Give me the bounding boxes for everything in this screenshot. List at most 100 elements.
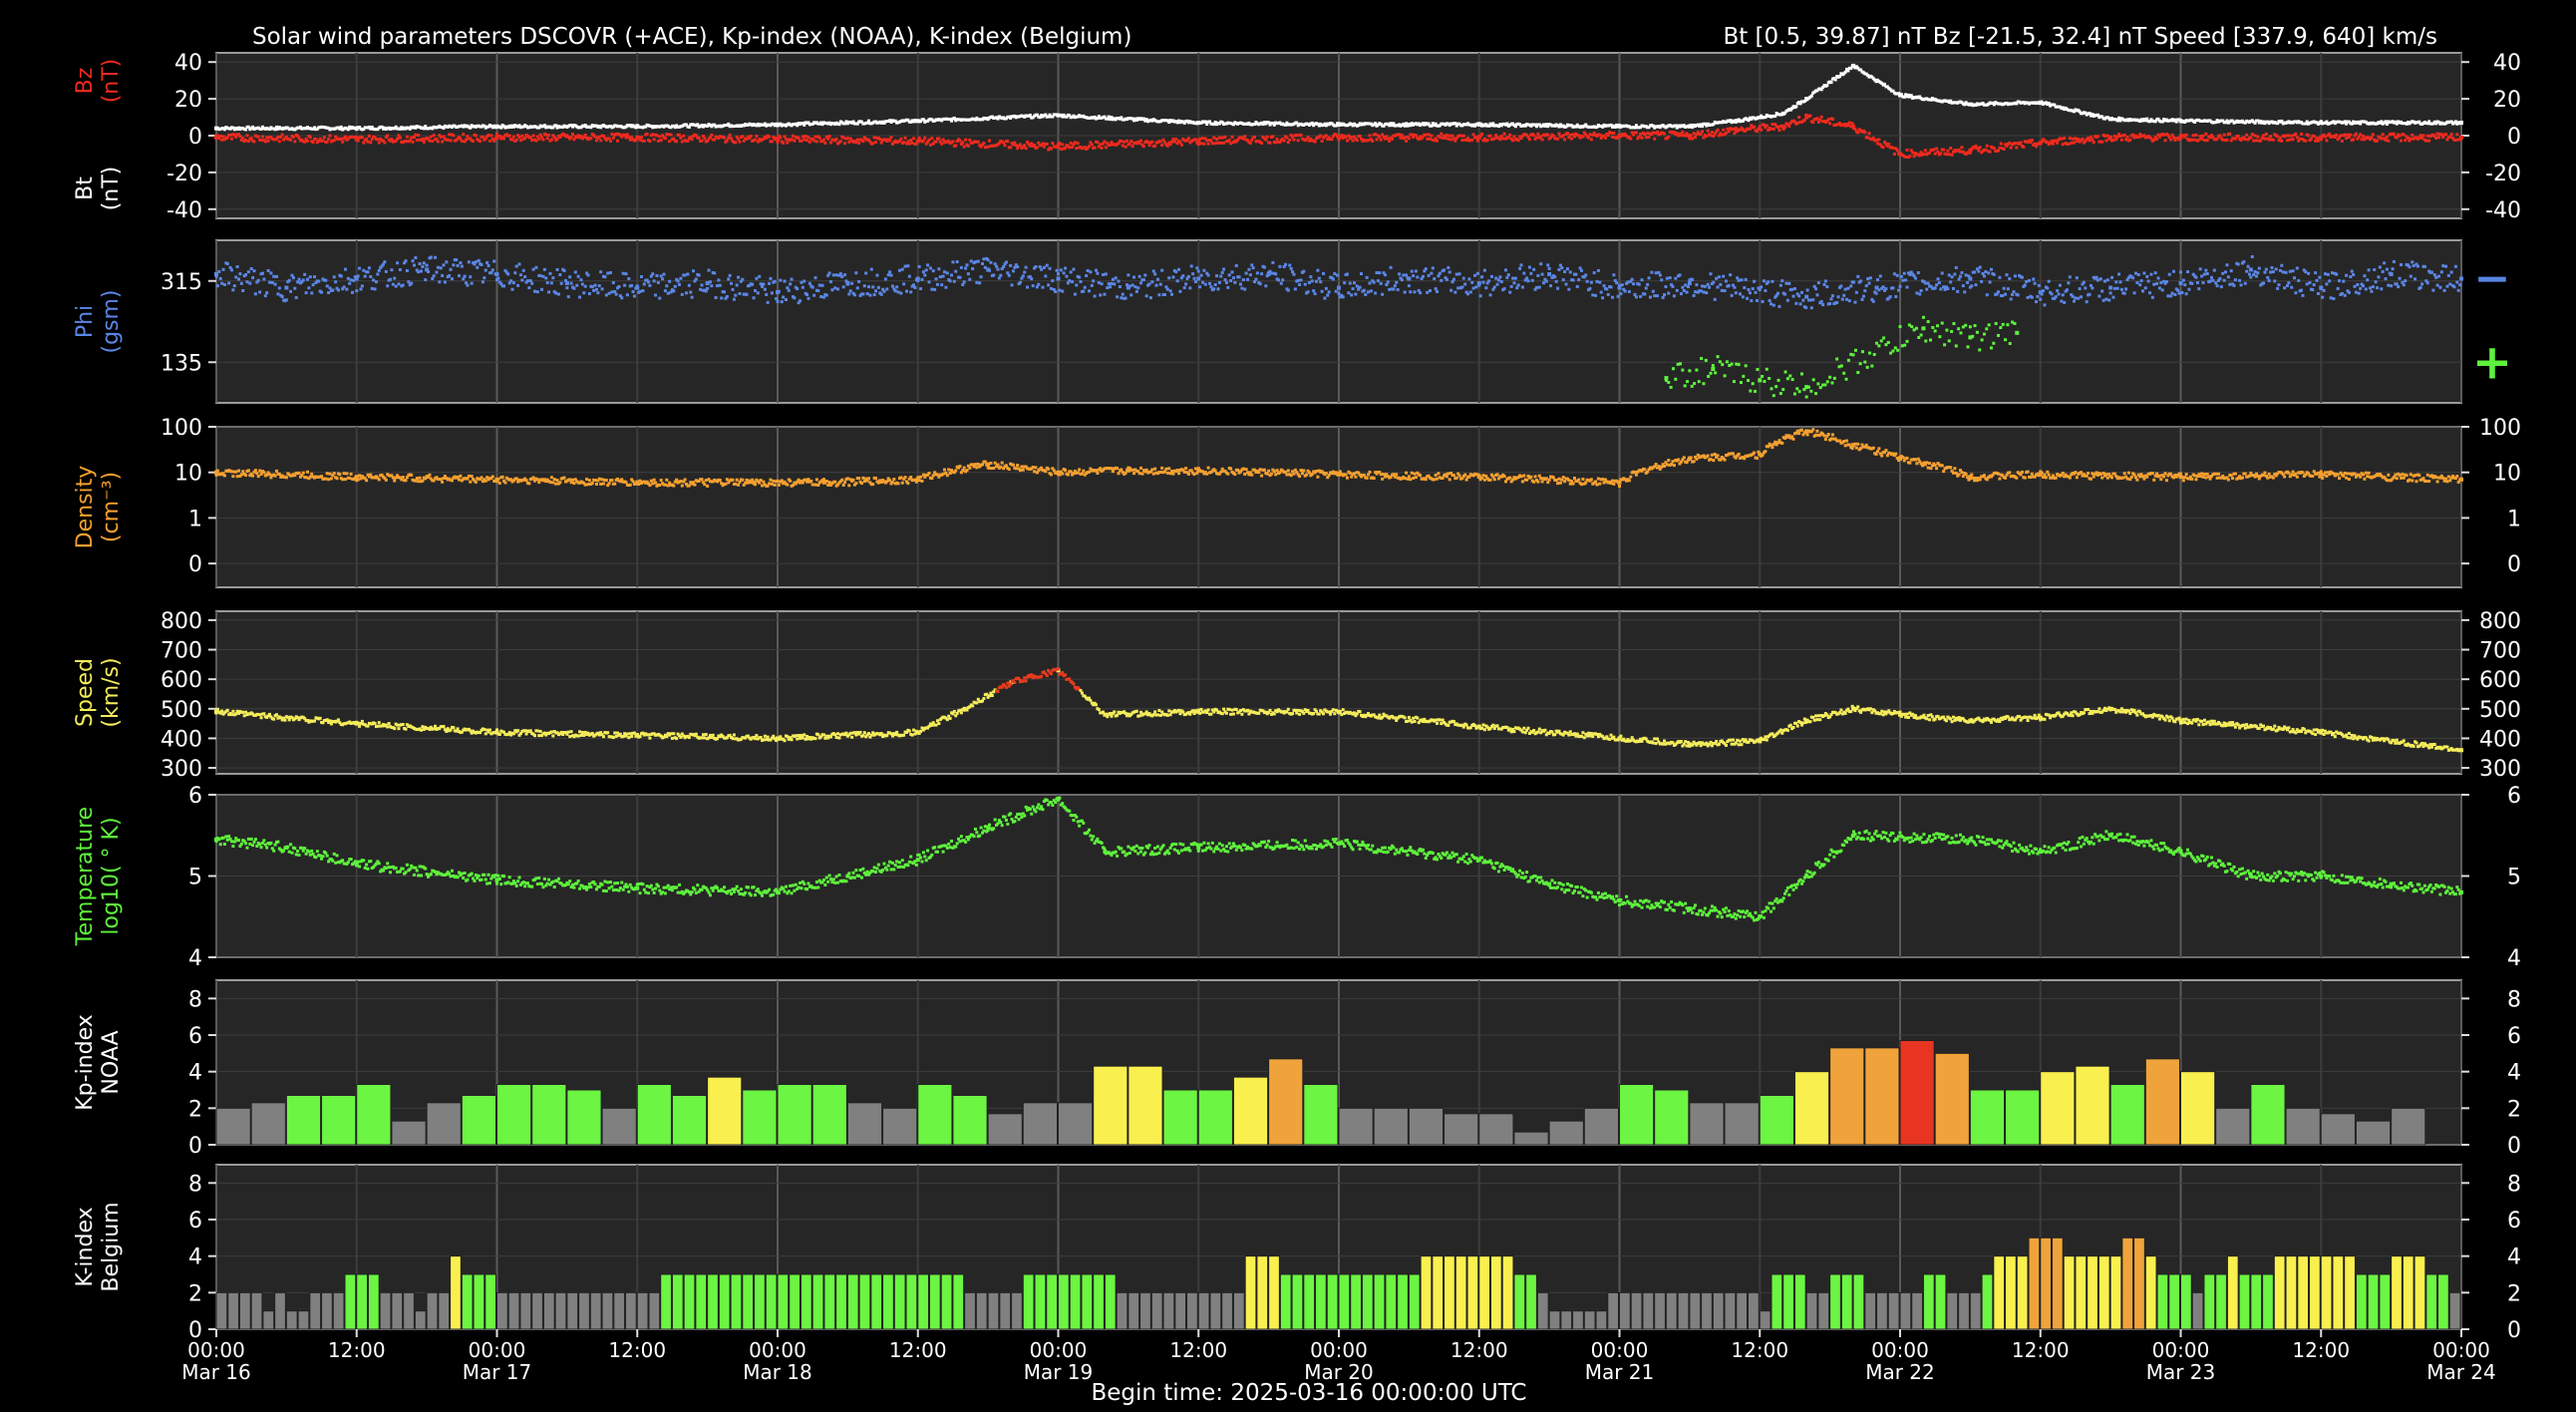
data-dot bbox=[1446, 134, 1449, 137]
data-dot bbox=[1315, 280, 1318, 283]
data-dot bbox=[1288, 264, 1291, 267]
data-dot bbox=[821, 284, 824, 287]
data-dot bbox=[2255, 274, 2258, 277]
data-dot bbox=[888, 270, 891, 273]
data-dot bbox=[2056, 142, 2059, 145]
data-dot bbox=[219, 135, 222, 138]
data-dot bbox=[2259, 139, 2262, 142]
data-dot bbox=[556, 138, 559, 141]
data-dot bbox=[672, 289, 675, 292]
data-dot bbox=[1116, 295, 1119, 298]
data-dot bbox=[1430, 135, 1433, 138]
data-dot bbox=[1143, 274, 1146, 277]
data-dot bbox=[902, 141, 905, 144]
data-dot bbox=[622, 272, 625, 275]
data-dot bbox=[1934, 153, 1937, 156]
data-dot bbox=[2234, 278, 2237, 281]
data-dot bbox=[895, 285, 898, 288]
data-dot bbox=[407, 280, 410, 283]
data-dot bbox=[1738, 279, 1741, 282]
data-dot bbox=[1799, 302, 1802, 305]
data-dot bbox=[2332, 297, 2335, 300]
data-dot bbox=[2066, 288, 2069, 291]
data-dot bbox=[1498, 275, 1501, 278]
data-dot bbox=[1092, 279, 1095, 282]
data-dot bbox=[833, 286, 836, 289]
data-dot bbox=[309, 275, 312, 278]
data-dot bbox=[908, 275, 911, 278]
data-dot bbox=[1722, 275, 1725, 278]
data-dot bbox=[1416, 275, 1419, 278]
data-dot bbox=[529, 279, 532, 282]
data-dot bbox=[1771, 280, 1773, 283]
data-dot bbox=[506, 272, 509, 275]
data-dot bbox=[623, 134, 626, 137]
data-dot bbox=[1598, 134, 1601, 137]
data-dot bbox=[2197, 138, 2200, 141]
data-dot bbox=[726, 295, 729, 298]
data-dot bbox=[1557, 268, 1560, 271]
data-dot bbox=[1504, 268, 1507, 271]
data-dot bbox=[478, 259, 481, 262]
data-dot bbox=[1406, 276, 1409, 279]
data-dot bbox=[1094, 295, 1097, 298]
data-dot bbox=[554, 292, 557, 295]
data-dot bbox=[768, 136, 771, 139]
data-dot bbox=[2342, 280, 2345, 283]
data-dot bbox=[1497, 278, 1500, 281]
data-dot bbox=[1394, 284, 1397, 287]
data-dot bbox=[1900, 275, 1903, 278]
data-dot bbox=[1212, 137, 1215, 140]
data-dot bbox=[1056, 269, 1059, 272]
data-dot bbox=[1377, 279, 1380, 282]
data-dot bbox=[547, 134, 550, 137]
data-dot bbox=[532, 134, 535, 137]
data-dot bbox=[1433, 277, 1436, 280]
data-dot bbox=[441, 140, 444, 143]
data-dot bbox=[1679, 362, 1682, 365]
data-dot bbox=[1256, 271, 1259, 274]
data-dot bbox=[995, 265, 998, 268]
data-dot bbox=[1566, 132, 1569, 135]
data-dot bbox=[937, 137, 940, 140]
data-dot bbox=[2458, 283, 2461, 286]
data-dot bbox=[340, 138, 343, 141]
data-dot bbox=[1266, 274, 1269, 277]
data-dot bbox=[1532, 134, 1535, 137]
data-dot bbox=[1770, 128, 1772, 131]
data-dot bbox=[842, 285, 845, 288]
data-dot bbox=[1364, 293, 1367, 296]
data-dot bbox=[540, 288, 543, 291]
data-dot bbox=[1553, 275, 1556, 278]
data-dot bbox=[1670, 386, 1673, 389]
data-dot bbox=[1714, 298, 1717, 301]
data-dot bbox=[2116, 287, 2119, 290]
data-dot bbox=[657, 140, 660, 143]
data-dot bbox=[1249, 142, 1252, 145]
data-dot bbox=[871, 285, 874, 288]
data-dot bbox=[1159, 283, 1162, 286]
data-dot bbox=[703, 137, 706, 140]
data-dot bbox=[686, 272, 689, 275]
data-dot bbox=[2316, 137, 2319, 140]
data-dot bbox=[1105, 272, 1108, 275]
data-dot bbox=[1129, 293, 1132, 296]
data-dot bbox=[2013, 290, 2016, 293]
data-dot bbox=[1391, 138, 1394, 141]
data-dot bbox=[2074, 137, 2077, 140]
data-dot bbox=[1725, 132, 1728, 135]
data-dot bbox=[1150, 280, 1153, 283]
data-dot bbox=[1197, 143, 1200, 146]
data-dot bbox=[1771, 123, 1773, 126]
data-dot bbox=[471, 282, 474, 285]
data-dot bbox=[303, 141, 306, 144]
data-dot bbox=[359, 287, 362, 290]
data-dot bbox=[2197, 287, 2200, 290]
data-dot bbox=[2403, 134, 2406, 137]
data-dot bbox=[1511, 139, 1514, 142]
data-dot bbox=[547, 290, 550, 293]
data-dot bbox=[565, 286, 568, 289]
data-dot bbox=[689, 291, 692, 294]
data-dot bbox=[2355, 133, 2358, 136]
